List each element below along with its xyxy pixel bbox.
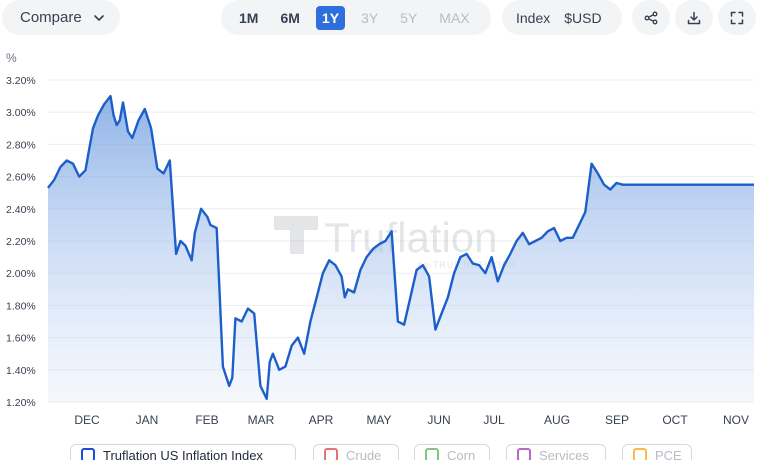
range-1m-button[interactable]: 1M	[239, 9, 259, 26]
legend-checkbox-icon	[633, 448, 647, 460]
legend-item-corn[interactable]: Corn	[414, 444, 490, 460]
legend-label: Services	[539, 447, 589, 460]
legend-checkbox-icon	[324, 448, 338, 460]
inflation-chart[interactable]: % 1.20% 1.40% 1.60% 1.80% 2.00% 2.20% 2.40% 2.60…	[0, 40, 769, 435]
unit-selector: Index $USD	[502, 0, 622, 35]
y-tick-label: 2.40%	[6, 204, 36, 216]
legend-item-pce[interactable]: PCE	[622, 444, 692, 460]
y-tick-label: 1.80%	[6, 300, 36, 312]
fullscreen-icon	[730, 11, 744, 24]
x-tick-label: APR	[309, 413, 334, 427]
range-6m-button[interactable]: 6M	[280, 9, 300, 26]
x-tick-label: MAY	[366, 413, 391, 427]
legend-checkbox-icon	[517, 448, 531, 460]
legend-label: Corn	[447, 447, 476, 460]
x-tick-label: SEP	[605, 413, 629, 427]
truflation-watermark: Truflationby TRUF.NETWORK	[274, 214, 515, 270]
legend-checkbox-icon	[425, 448, 439, 460]
fullscreen-button[interactable]	[718, 0, 756, 35]
download-icon	[687, 11, 701, 24]
x-tick-label: OCT	[662, 413, 688, 427]
watermark-brand: Truflation	[324, 214, 498, 261]
y-tick-label: 2.20%	[6, 236, 36, 248]
legend-item-services[interactable]: Services	[506, 444, 606, 460]
y-tick-label: 1.20%	[6, 397, 36, 409]
time-range-selector: 1M 6M 1Y 3Y 5Y MAX	[221, 0, 491, 35]
share-button[interactable]	[632, 0, 670, 35]
download-button[interactable]	[675, 0, 713, 35]
chevron-down-icon	[93, 14, 104, 21]
legend-item-crude[interactable]: Crude	[313, 444, 399, 460]
truflation-logo-icon	[274, 216, 318, 254]
legend-label: Truflation US Inflation Index	[103, 447, 263, 460]
y-tick-label: 3.00%	[6, 107, 36, 119]
legend-item-truflation[interactable]: Truflation US Inflation Index	[70, 444, 296, 460]
range-max-button[interactable]: MAX	[439, 9, 470, 26]
x-tick-label: DEC	[74, 413, 100, 427]
toolbar: Compare 1M 6M 1Y 3Y 5Y MAX Index $USD	[0, 0, 769, 38]
x-tick-label: NOV	[723, 413, 749, 427]
range-5y-button[interactable]: 5Y	[400, 9, 418, 26]
share-icon	[644, 11, 658, 24]
legend-label: Crude	[346, 447, 382, 460]
compare-dropdown[interactable]: Compare	[2, 0, 120, 35]
currency-toggle[interactable]: $USD	[564, 9, 602, 26]
x-tick-label: JUL	[483, 413, 505, 427]
compare-label: Compare	[20, 9, 82, 26]
y-tick-label: 2.60%	[6, 172, 36, 184]
range-3y-button[interactable]: 3Y	[361, 9, 379, 26]
y-tick-label: 2.80%	[6, 139, 36, 151]
y-tick-label: 2.00%	[6, 268, 36, 280]
range-1y-button[interactable]: 1Y	[315, 5, 346, 30]
y-tick-label: 1.60%	[6, 333, 36, 345]
x-tick-label: JAN	[136, 413, 159, 427]
series-area-fill	[48, 96, 754, 402]
y-tick-label: 1.40%	[6, 365, 36, 377]
x-tick-label: MAR	[248, 413, 275, 427]
index-toggle[interactable]: Index	[516, 9, 551, 26]
x-tick-label: AUG	[544, 413, 570, 427]
legend-checkbox-icon	[81, 448, 95, 460]
series-line-truflation[interactable]	[47, 94, 754, 400]
y-tick-label: 3.20%	[6, 75, 36, 87]
chart-area[interactable]: % 1.20% 1.40% 1.60% 1.80% 2.00% 2.20% 2.40% 2.60…	[0, 40, 769, 435]
legend: Truflation US Inflation Index Crude Corn…	[0, 444, 769, 460]
x-tick-label: FEB	[195, 413, 218, 427]
legend-label: PCE	[655, 447, 682, 460]
y-axis-unit-label: %	[6, 51, 17, 65]
x-tick-label: JUN	[427, 413, 450, 427]
